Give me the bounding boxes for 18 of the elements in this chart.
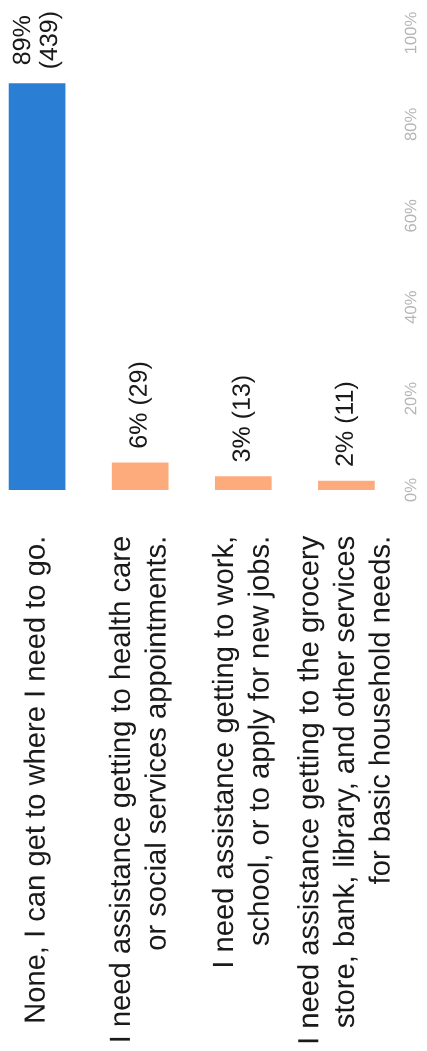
bar	[318, 480, 375, 490]
y-tick-label: 0%	[404, 478, 417, 502]
data-label: 6% (29)	[128, 362, 152, 448]
y-tick-label: 60%	[404, 199, 417, 232]
y-tick-label: 100%	[404, 12, 417, 54]
x-tick-label: None, I can get to where I need to go.	[23, 538, 51, 1022]
data-label: 89% (439)	[12, 12, 63, 68]
bar	[111, 462, 169, 490]
y-tick-label: 80%	[404, 108, 417, 141]
data-label: 3% (13)	[231, 376, 255, 462]
x-tick-label: I need assistance getting to work, school, or to apply for new jobs.	[211, 538, 275, 966]
x-tick-label: I need assistance getting to health care or social services appointments.	[108, 537, 172, 1041]
y-tick-label: 40%	[404, 291, 417, 324]
bar	[214, 476, 272, 490]
data-label: 2% (11)	[334, 382, 359, 466]
y-tick-label: 20%	[404, 382, 417, 415]
x-tick-label: I need assistance getting to the grocery store, bank, library, and other services for basic household needs.	[297, 535, 390, 1043]
bar	[8, 83, 66, 490]
